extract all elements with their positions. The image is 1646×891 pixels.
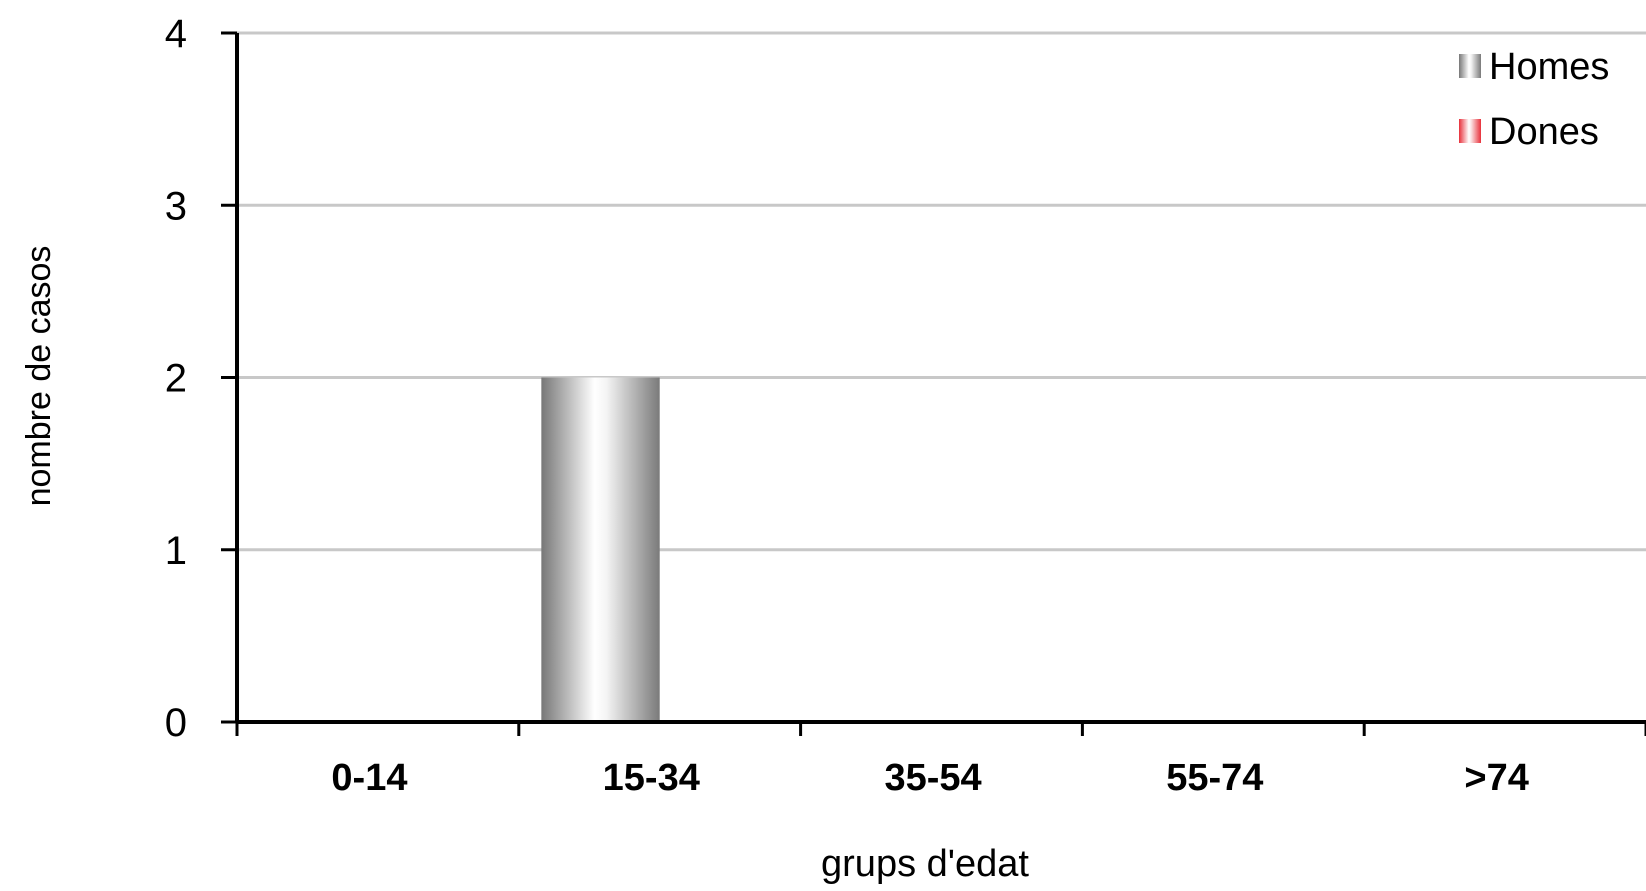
y-tick-label: 1: [165, 529, 187, 573]
axes: [221, 31, 1646, 736]
legend-swatch-dones: [1459, 119, 1481, 143]
y-tick-label: 2: [165, 357, 187, 401]
x-tick-label: >74: [1464, 757, 1528, 799]
x-tick-label: 35-54: [884, 757, 981, 799]
x-tick-label: 15-34: [603, 757, 700, 799]
bars: [541, 377, 660, 722]
grid-lines: [237, 31, 1646, 552]
x-tick-label: 0-14: [331, 757, 407, 799]
x-axis-title: grups d'edat: [821, 843, 1029, 885]
tick-labels: 0 1 2 3 4 0-14 15-34 35-54 55-74 >74: [165, 12, 1529, 799]
y-axis-title: nombre de casos: [20, 246, 58, 507]
bar-homes-15-34: [541, 377, 660, 722]
y-tick-label: 3: [165, 184, 187, 228]
legend-label-dones: Dones: [1489, 111, 1599, 153]
y-tick-label: 4: [165, 12, 187, 56]
legend-swatch-homes: [1459, 54, 1481, 78]
legend-label-homes: Homes: [1489, 46, 1609, 88]
legend: Homes Dones: [1459, 46, 1609, 153]
x-tick-label: 55-74: [1166, 757, 1263, 799]
y-tick-label: 0: [165, 701, 187, 745]
